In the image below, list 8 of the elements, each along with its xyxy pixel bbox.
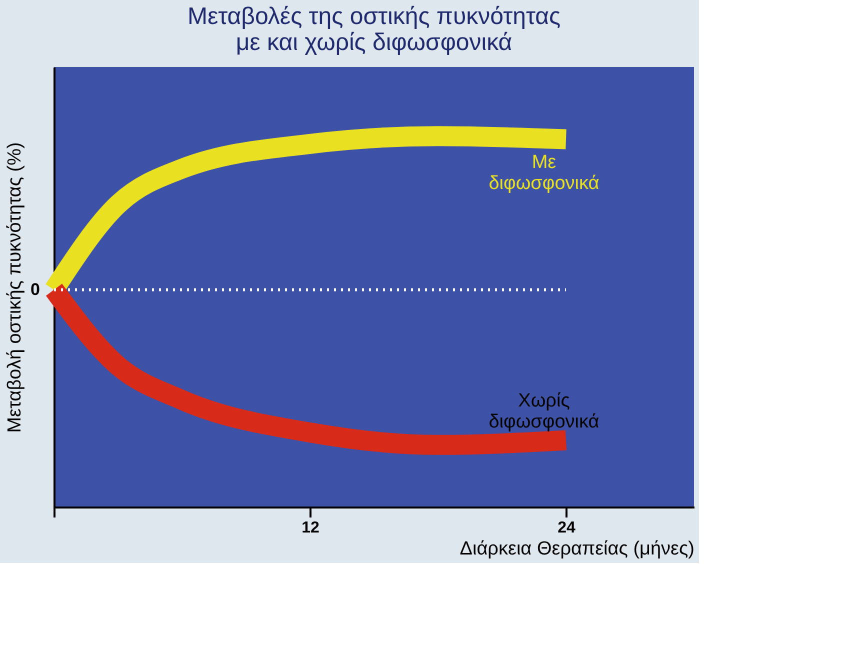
x-tick-label: 12 [302,520,320,536]
series-label: Χωρίς διφωσφονικά [488,390,600,432]
x-tick-label: 24 [558,520,576,536]
series-label: Με διφωσφονικά [488,152,600,194]
x-axis-title: Διάρκεια Θεραπείας (μήνες) [460,538,694,560]
chart-title: Μεταβολές της οστικής πυκνότητας με και χωρίς διφωσφονικά [187,3,561,56]
ref-line-label: 0 [30,280,40,299]
y-axis-title: Μεταβολή οστικής πυκνότητας (%) [4,142,26,433]
